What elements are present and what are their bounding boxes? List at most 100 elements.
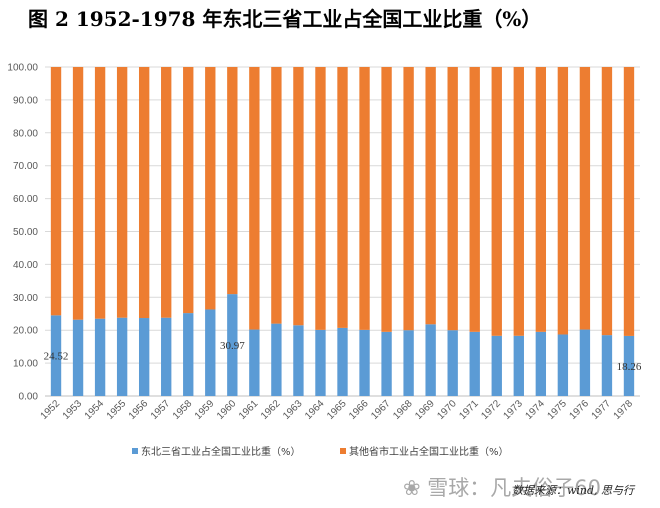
legend-swatch bbox=[132, 448, 138, 454]
bar-segment bbox=[403, 67, 414, 331]
bar-segment bbox=[425, 324, 436, 396]
bar-segment bbox=[359, 67, 370, 330]
x-tick-label: 1963 bbox=[281, 398, 305, 422]
source-note: 数据来源：wind, 思与行 bbox=[512, 484, 635, 497]
bar-segment bbox=[337, 327, 348, 396]
bar-segment bbox=[183, 313, 194, 396]
bar-segment bbox=[535, 331, 547, 396]
bar-segment bbox=[381, 331, 392, 396]
x-tick-label: 1960 bbox=[215, 398, 239, 422]
x-tick-label: 1968 bbox=[391, 398, 415, 422]
bar-segment bbox=[315, 329, 326, 396]
bar-segment bbox=[447, 67, 458, 331]
bar-segment bbox=[94, 318, 106, 396]
bar-segment bbox=[138, 318, 150, 396]
y-tick-label: 50.00 bbox=[13, 227, 38, 238]
bar-segment bbox=[271, 323, 282, 396]
bar-segment bbox=[359, 329, 370, 396]
bars bbox=[50, 67, 635, 396]
x-tick-label: 1977 bbox=[590, 398, 614, 422]
y-tick-label: 40.00 bbox=[13, 260, 38, 271]
bar-segment bbox=[72, 67, 84, 320]
bar-segment bbox=[271, 67, 282, 324]
bar-segment bbox=[601, 335, 613, 396]
bar-segment bbox=[205, 67, 216, 310]
bar-segment bbox=[50, 67, 62, 316]
chart-title: 图 2 1952-1978 年东北三省工业占全国工业比重（%） bbox=[28, 7, 542, 31]
data-label: 30.97 bbox=[220, 340, 245, 352]
x-tick-label: 1964 bbox=[303, 398, 327, 422]
x-tick-label: 1956 bbox=[127, 398, 151, 422]
y-tick-label: 30.00 bbox=[13, 293, 38, 304]
bar-segment bbox=[50, 315, 62, 396]
x-tick-label: 1972 bbox=[479, 398, 503, 422]
x-tick-label: 1974 bbox=[523, 398, 547, 422]
x-tick-label: 1954 bbox=[83, 398, 107, 422]
bar-segment bbox=[183, 67, 194, 314]
x-tick-label: 1965 bbox=[325, 398, 349, 422]
bar-segment bbox=[491, 335, 502, 396]
y-tick-label: 0.00 bbox=[19, 392, 39, 403]
bar-segment bbox=[315, 67, 326, 330]
bar-segment bbox=[403, 330, 414, 396]
x-tick-label: 1975 bbox=[545, 398, 569, 422]
watermark: ❀ 雪球：凡夫俗子60 bbox=[403, 476, 601, 500]
bar-segment bbox=[579, 67, 591, 330]
y-tick-label: 100.00 bbox=[7, 63, 38, 74]
bar-segment bbox=[425, 67, 436, 325]
x-tick-label: 1971 bbox=[457, 398, 481, 422]
x-tick-label: 1966 bbox=[347, 398, 371, 422]
bar-segment bbox=[557, 67, 569, 335]
bar-segment bbox=[469, 331, 480, 396]
x-tick-label: 1957 bbox=[149, 398, 173, 422]
legend-label: 其他省市工业占全国工业比重（%） bbox=[349, 445, 509, 458]
bar-segment bbox=[337, 67, 348, 328]
y-tick-label: 70.00 bbox=[13, 161, 38, 172]
data-label: 18.26 bbox=[617, 361, 642, 373]
bar-segment bbox=[205, 309, 216, 396]
x-tick-label: 1973 bbox=[501, 398, 525, 422]
bar-segment bbox=[72, 319, 84, 396]
legend-label: 东北三省工业占全国工业比重（%） bbox=[141, 445, 301, 458]
bar-segment bbox=[293, 67, 304, 326]
bar-segment bbox=[601, 67, 613, 336]
x-tick-label: 1953 bbox=[61, 398, 85, 422]
x-tick-label: 1970 bbox=[435, 398, 459, 422]
bar-segment bbox=[116, 317, 128, 396]
x-tick-label: 1952 bbox=[39, 398, 63, 422]
x-axis: 1952195319541955195619571958195919601961… bbox=[39, 398, 636, 422]
x-tick-label: 1976 bbox=[568, 398, 592, 422]
x-tick-label: 1961 bbox=[237, 398, 261, 422]
bar-segment bbox=[623, 67, 635, 336]
y-tick-label: 20.00 bbox=[13, 326, 38, 337]
bar-segment bbox=[161, 67, 172, 318]
bar-segment bbox=[161, 317, 172, 396]
x-tick-label: 1967 bbox=[369, 398, 393, 422]
bar-segment bbox=[513, 67, 524, 336]
bar-segment bbox=[116, 67, 128, 318]
y-tick-label: 10.00 bbox=[13, 359, 38, 370]
bar-segment bbox=[227, 294, 238, 396]
bar-segment bbox=[535, 67, 547, 332]
data-label: 24.52 bbox=[44, 351, 69, 363]
bar-segment bbox=[138, 67, 150, 319]
bar-segment bbox=[94, 67, 106, 319]
data-labels: 24.52 30.97 18.26 bbox=[44, 340, 642, 373]
x-tick-label: 1958 bbox=[171, 398, 195, 422]
legend-swatch bbox=[340, 448, 346, 454]
y-axis: 0.00 10.00 20.00 30.00 40.00 50.00 60.00 70.00 8… bbox=[7, 63, 38, 403]
bar-segment bbox=[513, 335, 524, 396]
legend: 东北三省工业占全国工业比重（%） 其他省市工业占全国工业比重（%） bbox=[132, 445, 509, 458]
bar-segment bbox=[293, 325, 304, 396]
y-tick-label: 80.00 bbox=[13, 128, 38, 139]
bar-segment bbox=[623, 335, 635, 396]
bar-segment bbox=[249, 329, 260, 396]
bar-segment bbox=[469, 67, 480, 332]
x-tick-label: 1969 bbox=[413, 398, 437, 422]
x-tick-label: 1955 bbox=[105, 398, 129, 422]
bar-segment bbox=[579, 329, 591, 396]
bar-segment bbox=[491, 67, 502, 336]
y-tick-label: 90.00 bbox=[13, 95, 38, 106]
bar-segment bbox=[249, 67, 260, 330]
